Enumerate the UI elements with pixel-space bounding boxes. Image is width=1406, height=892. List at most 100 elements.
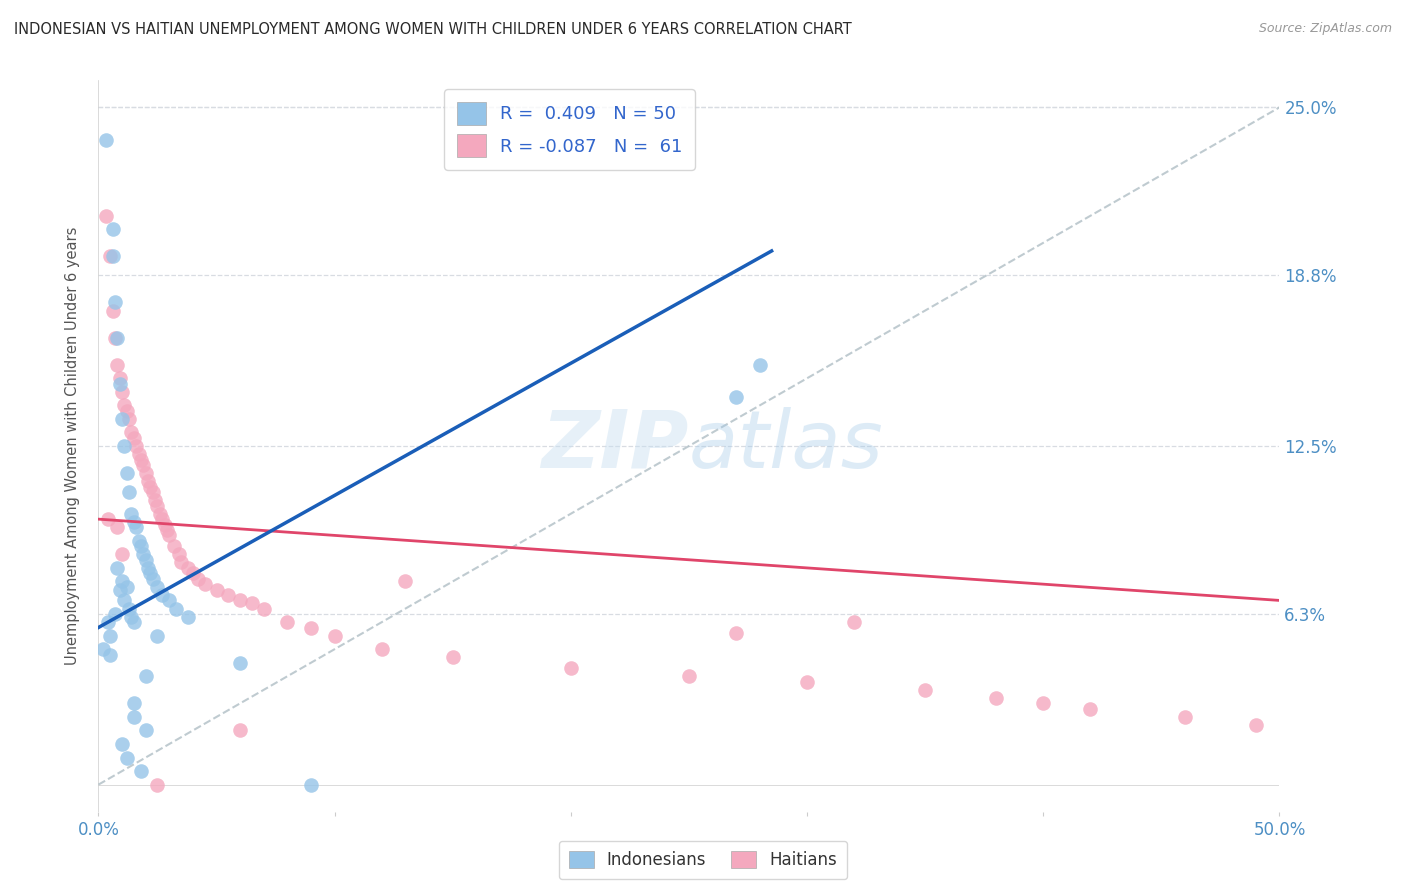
Point: [146, 629, 169, 643]
Point: [122, 515, 145, 529]
Point: [115, 466, 138, 480]
Point: [229, 593, 252, 607]
Point: [108, 582, 131, 597]
Point: [253, 601, 276, 615]
Point: [118, 485, 141, 500]
Point: [1080, 702, 1102, 716]
Point: [844, 615, 866, 629]
Point: [125, 439, 148, 453]
Point: [156, 523, 179, 537]
Point: [101, 249, 124, 263]
Point: [115, 404, 138, 418]
Point: [105, 358, 128, 372]
Point: [101, 222, 124, 236]
Point: [132, 547, 155, 561]
Point: [128, 533, 150, 548]
Point: [121, 609, 143, 624]
Point: [205, 582, 228, 597]
Point: [276, 615, 298, 629]
Point: [112, 593, 135, 607]
Point: [194, 577, 217, 591]
Point: [121, 425, 143, 440]
Point: [111, 737, 134, 751]
Point: [170, 556, 193, 570]
Point: [104, 295, 127, 310]
Point: [97, 615, 120, 629]
Point: [105, 520, 128, 534]
Text: atlas: atlas: [689, 407, 884, 485]
Point: [136, 561, 159, 575]
Point: [108, 371, 131, 385]
Point: [441, 650, 464, 665]
Point: [139, 480, 162, 494]
Point: [104, 607, 127, 621]
Point: [105, 561, 128, 575]
Legend: R =  0.409   N = 50, R = -0.087   N =  61: R = 0.409 N = 50, R = -0.087 N = 61: [444, 89, 695, 170]
Point: [371, 642, 394, 657]
Point: [149, 507, 172, 521]
Point: [143, 493, 166, 508]
Point: [135, 466, 157, 480]
Point: [129, 452, 152, 467]
Point: [139, 566, 162, 581]
Point: [122, 431, 145, 445]
Point: [299, 620, 322, 634]
Point: [240, 596, 263, 610]
Point: [101, 303, 124, 318]
Point: [146, 499, 169, 513]
Point: [135, 723, 157, 738]
Point: [98, 629, 121, 643]
Point: [129, 764, 152, 778]
Point: [115, 580, 138, 594]
Point: [97, 512, 120, 526]
Point: [217, 588, 239, 602]
Point: [153, 517, 176, 532]
Point: [142, 572, 165, 586]
Point: [299, 778, 322, 792]
Point: [136, 474, 159, 488]
Point: [177, 561, 200, 575]
Point: [748, 358, 770, 372]
Point: [1032, 697, 1054, 711]
Point: [181, 566, 204, 581]
Point: [128, 447, 150, 461]
Point: [394, 574, 416, 589]
Point: [177, 609, 200, 624]
Point: [115, 750, 138, 764]
Point: [157, 528, 180, 542]
Point: [163, 539, 186, 553]
Point: [229, 723, 252, 738]
Point: [98, 249, 121, 263]
Point: [725, 626, 748, 640]
Point: [914, 682, 936, 697]
Point: [725, 390, 748, 404]
Text: Source: ZipAtlas.com: Source: ZipAtlas.com: [1258, 22, 1392, 36]
Point: [150, 512, 173, 526]
Point: [94, 133, 117, 147]
Point: [135, 553, 157, 567]
Point: [122, 710, 145, 724]
Point: [1244, 718, 1267, 732]
Point: [121, 507, 143, 521]
Point: [94, 209, 117, 223]
Text: ZIP: ZIP: [541, 407, 689, 485]
Point: [678, 669, 700, 683]
Point: [129, 539, 152, 553]
Point: [187, 572, 209, 586]
Point: [1174, 710, 1197, 724]
Point: [146, 580, 169, 594]
Point: [142, 485, 165, 500]
Point: [112, 398, 135, 412]
Point: [111, 384, 134, 399]
Point: [105, 331, 128, 345]
Point: [122, 697, 145, 711]
Text: INDONESIAN VS HAITIAN UNEMPLOYMENT AMONG WOMEN WITH CHILDREN UNDER 6 YEARS CORRE: INDONESIAN VS HAITIAN UNEMPLOYMENT AMONG…: [14, 22, 852, 37]
Point: [146, 778, 169, 792]
Point: [118, 412, 141, 426]
Point: [91, 642, 114, 657]
Point: [560, 661, 582, 675]
Point: [125, 520, 148, 534]
Point: [112, 439, 135, 453]
Point: [150, 588, 173, 602]
Point: [111, 412, 134, 426]
